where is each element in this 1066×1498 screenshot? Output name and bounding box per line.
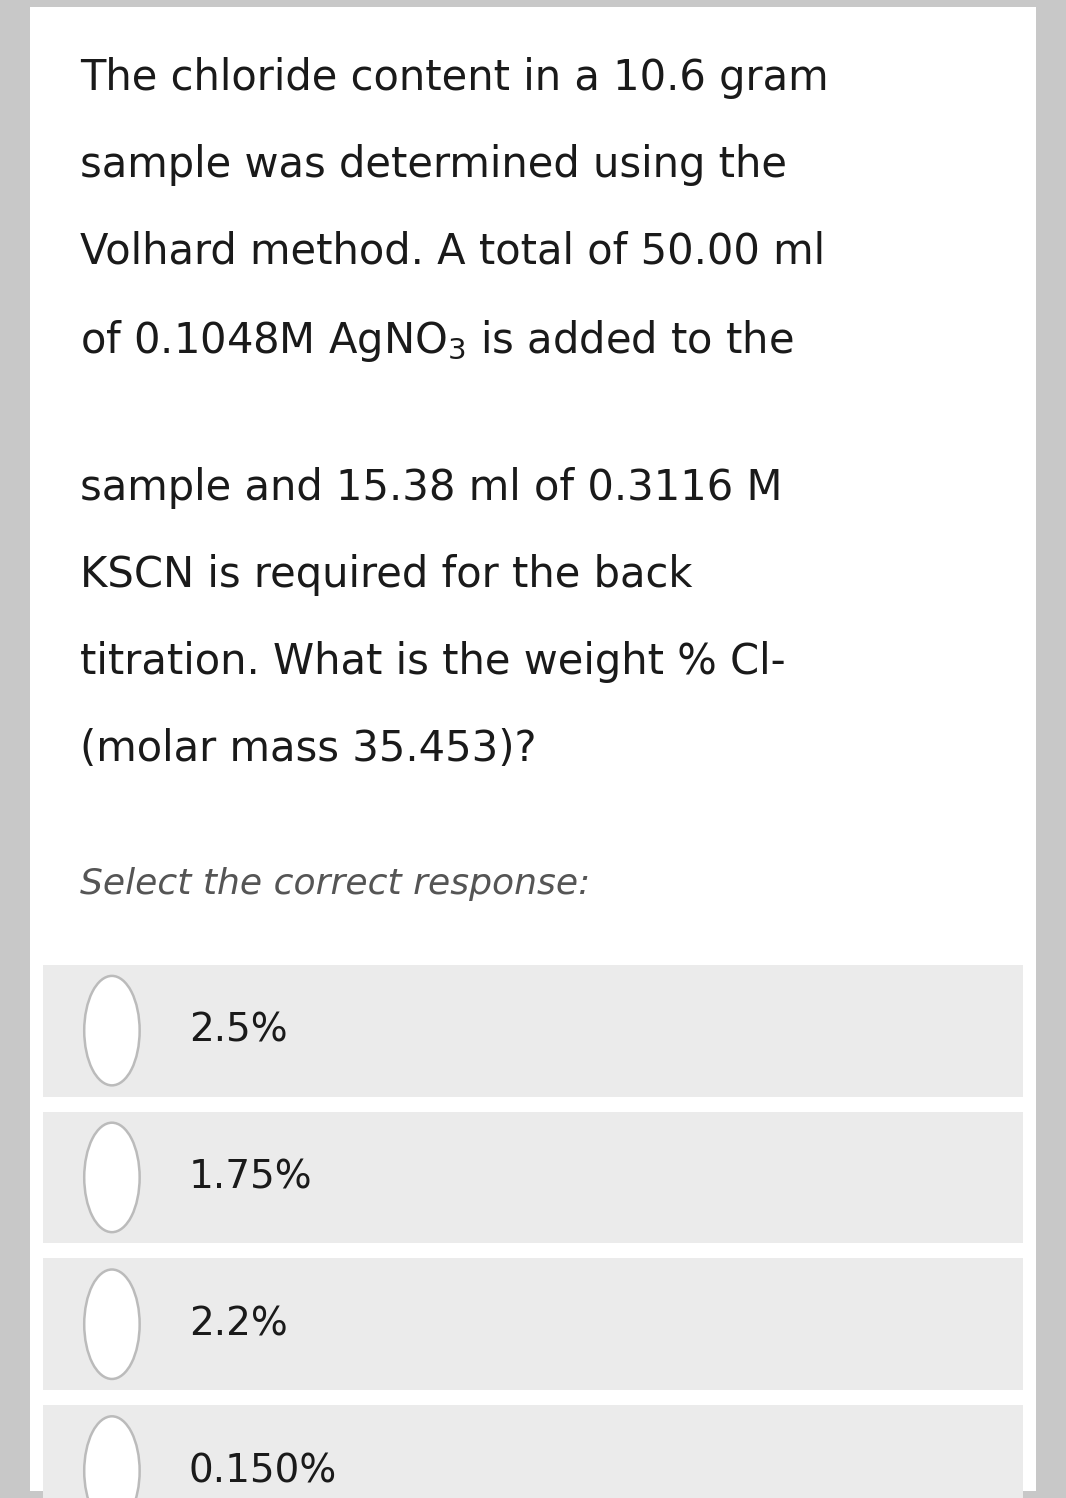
Text: titration. What is the weight % Cl-: titration. What is the weight % Cl- (80, 641, 786, 683)
Ellipse shape (84, 1122, 140, 1233)
Text: sample and 15.38 ml of 0.3116 M: sample and 15.38 ml of 0.3116 M (80, 467, 782, 509)
Text: (molar mass 35.453)?: (molar mass 35.453)? (80, 728, 536, 770)
Ellipse shape (84, 1416, 140, 1498)
Ellipse shape (84, 1269, 140, 1380)
FancyBboxPatch shape (43, 965, 1023, 1097)
Text: 0.150%: 0.150% (189, 1452, 337, 1491)
Text: KSCN is required for the back: KSCN is required for the back (80, 554, 693, 596)
FancyBboxPatch shape (43, 1112, 1023, 1243)
Text: of 0.1048M AgNO$_3$ is added to the: of 0.1048M AgNO$_3$ is added to the (80, 318, 793, 364)
Text: sample was determined using the: sample was determined using the (80, 144, 787, 186)
Text: 2.2%: 2.2% (189, 1305, 288, 1344)
FancyBboxPatch shape (43, 1258, 1023, 1390)
Text: 1.75%: 1.75% (189, 1158, 312, 1197)
Text: The chloride content in a 10.6 gram: The chloride content in a 10.6 gram (80, 57, 828, 99)
Text: 2.5%: 2.5% (189, 1011, 288, 1050)
Text: Volhard method. A total of 50.00 ml: Volhard method. A total of 50.00 ml (80, 231, 825, 273)
Text: Select the correct response:: Select the correct response: (80, 867, 591, 902)
Ellipse shape (84, 975, 140, 1086)
FancyBboxPatch shape (30, 7, 1036, 1491)
FancyBboxPatch shape (43, 1405, 1023, 1498)
